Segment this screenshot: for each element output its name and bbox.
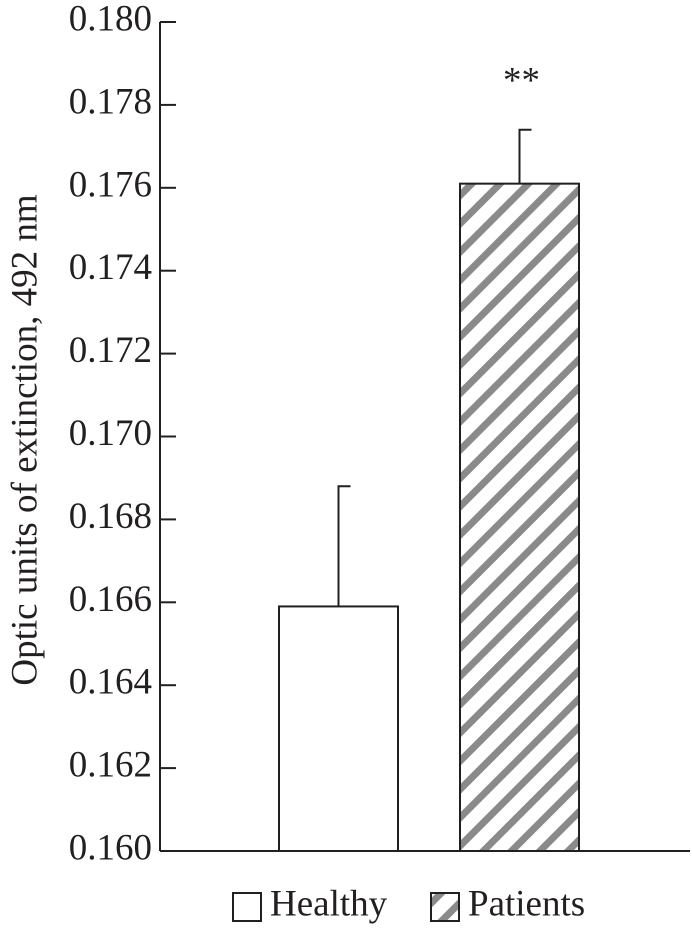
legend-label: Patients	[468, 883, 585, 924]
legend-label: Healthy	[270, 883, 388, 924]
y-axis-label: Optic units of extinction, 492 nm	[4, 194, 45, 685]
legend-swatch	[232, 892, 262, 922]
y-tick-label: 0.170	[69, 413, 152, 454]
y-tick-label: 0.162	[69, 745, 152, 786]
y-tick-label: 0.176	[69, 164, 152, 205]
y-tick-label: 0.180	[69, 0, 152, 39]
legend-swatch	[430, 892, 460, 922]
y-tick-label: 0.168	[69, 496, 152, 537]
y-tick-label: 0.172	[69, 330, 152, 371]
annotation: **	[503, 60, 540, 101]
y-tick-label: 0.160	[69, 827, 152, 868]
bar	[459, 182, 580, 852]
y-tick-label: 0.174	[69, 247, 152, 288]
error-bar	[518, 128, 532, 184]
y-tick-label: 0.166	[69, 579, 152, 620]
y-tick-label: 0.178	[69, 81, 152, 122]
y-tick-label: 0.164	[69, 662, 152, 703]
error-bar	[337, 485, 351, 607]
bar	[278, 605, 399, 852]
